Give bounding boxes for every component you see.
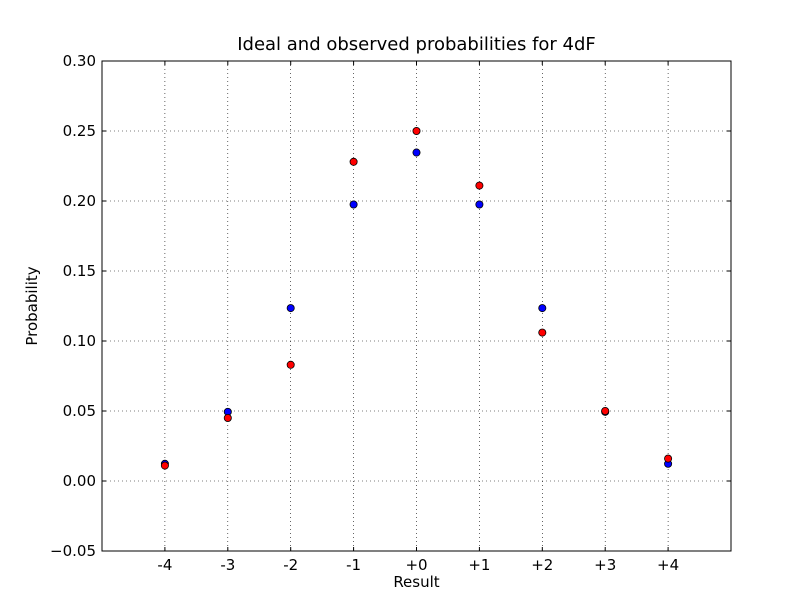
y-tick-label: 0.30 bbox=[63, 52, 96, 70]
data-point-series-1 bbox=[538, 304, 547, 313]
y-tick-label: 0.10 bbox=[63, 332, 96, 350]
x-tick-label: -1 bbox=[346, 556, 361, 574]
x-tick-label: +2 bbox=[531, 556, 553, 574]
y-tick-label: 0.15 bbox=[63, 262, 96, 280]
data-point-series-2 bbox=[412, 127, 421, 136]
x-tick-label: -2 bbox=[283, 556, 298, 574]
data-point-series-1 bbox=[412, 148, 421, 157]
data-points bbox=[160, 127, 673, 470]
y-tick-label: 0.05 bbox=[63, 402, 96, 420]
y-tick-label: −0.05 bbox=[50, 542, 96, 560]
y-tick-label: 0.00 bbox=[63, 472, 96, 490]
data-point-series-2 bbox=[286, 360, 295, 369]
data-point-series-2 bbox=[664, 454, 673, 463]
data-point-series-1 bbox=[475, 200, 484, 209]
y-tick-label: 0.20 bbox=[63, 192, 96, 210]
x-tick-label: +4 bbox=[657, 556, 679, 574]
chart-title: Ideal and observed probabilities for 4dF bbox=[237, 34, 596, 55]
x-tick-label: -4 bbox=[157, 556, 172, 574]
data-point-series-2 bbox=[160, 461, 169, 470]
tick-labels: -4 -3 -2 -1 +0 +1 +2 +3 +4 −0.05 0.00 0.05 0.10 0.15 0… bbox=[50, 52, 679, 574]
data-point-series-2 bbox=[601, 406, 610, 415]
data-point-series-2 bbox=[349, 157, 358, 166]
x-tick-label: +0 bbox=[405, 556, 427, 574]
data-point-series-2 bbox=[538, 328, 547, 337]
x-axis-label: Result bbox=[393, 573, 439, 591]
data-point-series-2 bbox=[475, 181, 484, 190]
x-tick-label: +3 bbox=[594, 556, 616, 574]
tick-marks bbox=[102, 60, 731, 552]
y-tick-label: 0.25 bbox=[63, 122, 96, 140]
data-point-series-1 bbox=[286, 304, 295, 313]
data-point-series-1 bbox=[349, 200, 358, 209]
x-tick-label: -3 bbox=[220, 556, 235, 574]
x-tick-label: +1 bbox=[468, 556, 490, 574]
y-axis-label: Probability bbox=[23, 266, 41, 345]
data-point-series-2 bbox=[223, 413, 232, 422]
plot-frame bbox=[101, 60, 732, 552]
